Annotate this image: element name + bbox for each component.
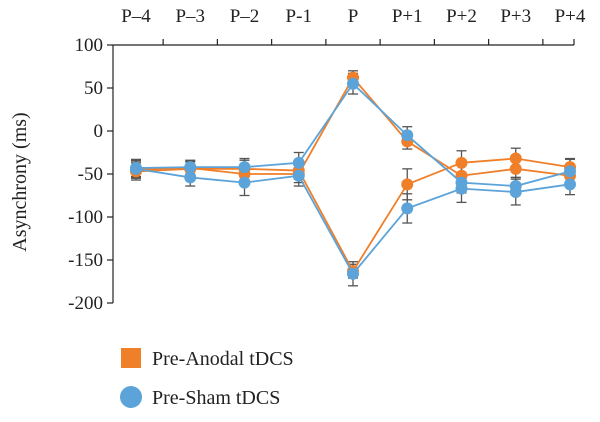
y-tick-label: -150	[68, 250, 103, 271]
series	[130, 71, 576, 280]
data-point	[184, 171, 197, 184]
x-tick-label: P+4	[555, 6, 586, 27]
y-tick-label: 100	[75, 35, 104, 56]
data-point	[292, 169, 305, 182]
data-point	[347, 267, 359, 280]
data-point	[401, 178, 414, 191]
series-line	[135, 157, 571, 273]
legend-label: Pre-Sham tDCS	[152, 387, 280, 409]
data-point	[238, 176, 251, 189]
y-tick-label: -50	[78, 164, 103, 185]
data-point	[401, 129, 414, 142]
x-tick-label: P–4	[121, 6, 151, 27]
axes: 100 50 0 -50 -100 -150 -200 P–4 P–3 P–2 P-1 P P+1 P+2…	[9, 6, 586, 314]
y-tick-label: -100	[68, 207, 103, 228]
x-tick-label: P–3	[175, 6, 205, 27]
data-point	[347, 77, 359, 90]
legend-swatch-square	[121, 348, 141, 368]
data-point	[130, 162, 142, 175]
legend-label: Pre-Anodal tDCS	[152, 348, 294, 370]
x-tick-label: P-1	[286, 6, 312, 27]
series-pre-anodal	[130, 71, 576, 278]
data-point	[455, 182, 468, 195]
data-point	[509, 162, 522, 175]
data-point	[509, 152, 522, 165]
y-tick-label: 0	[94, 121, 104, 142]
y-axis-title: Asynchrony (ms)	[9, 112, 31, 251]
y-tick-label: -200	[68, 293, 103, 314]
data-point	[238, 161, 251, 174]
data-point	[292, 156, 305, 169]
x-tick-label: P	[348, 6, 359, 27]
x-tick-label: P+2	[446, 6, 477, 27]
data-point	[509, 186, 522, 199]
x-tick-label: P–2	[230, 6, 260, 27]
x-tick-label: P+3	[500, 6, 531, 27]
x-tick-label: P+1	[392, 6, 423, 27]
legend-swatch-circle	[120, 386, 142, 408]
legend: Pre-Anodal tDCS Pre-Sham tDCS	[120, 348, 294, 409]
data-point	[455, 156, 468, 169]
data-point	[184, 161, 197, 174]
series-pre-sham	[130, 77, 576, 280]
data-point	[564, 165, 576, 178]
y-tick-label: 50	[84, 78, 103, 99]
data-point	[564, 178, 576, 191]
data-point	[401, 202, 414, 215]
